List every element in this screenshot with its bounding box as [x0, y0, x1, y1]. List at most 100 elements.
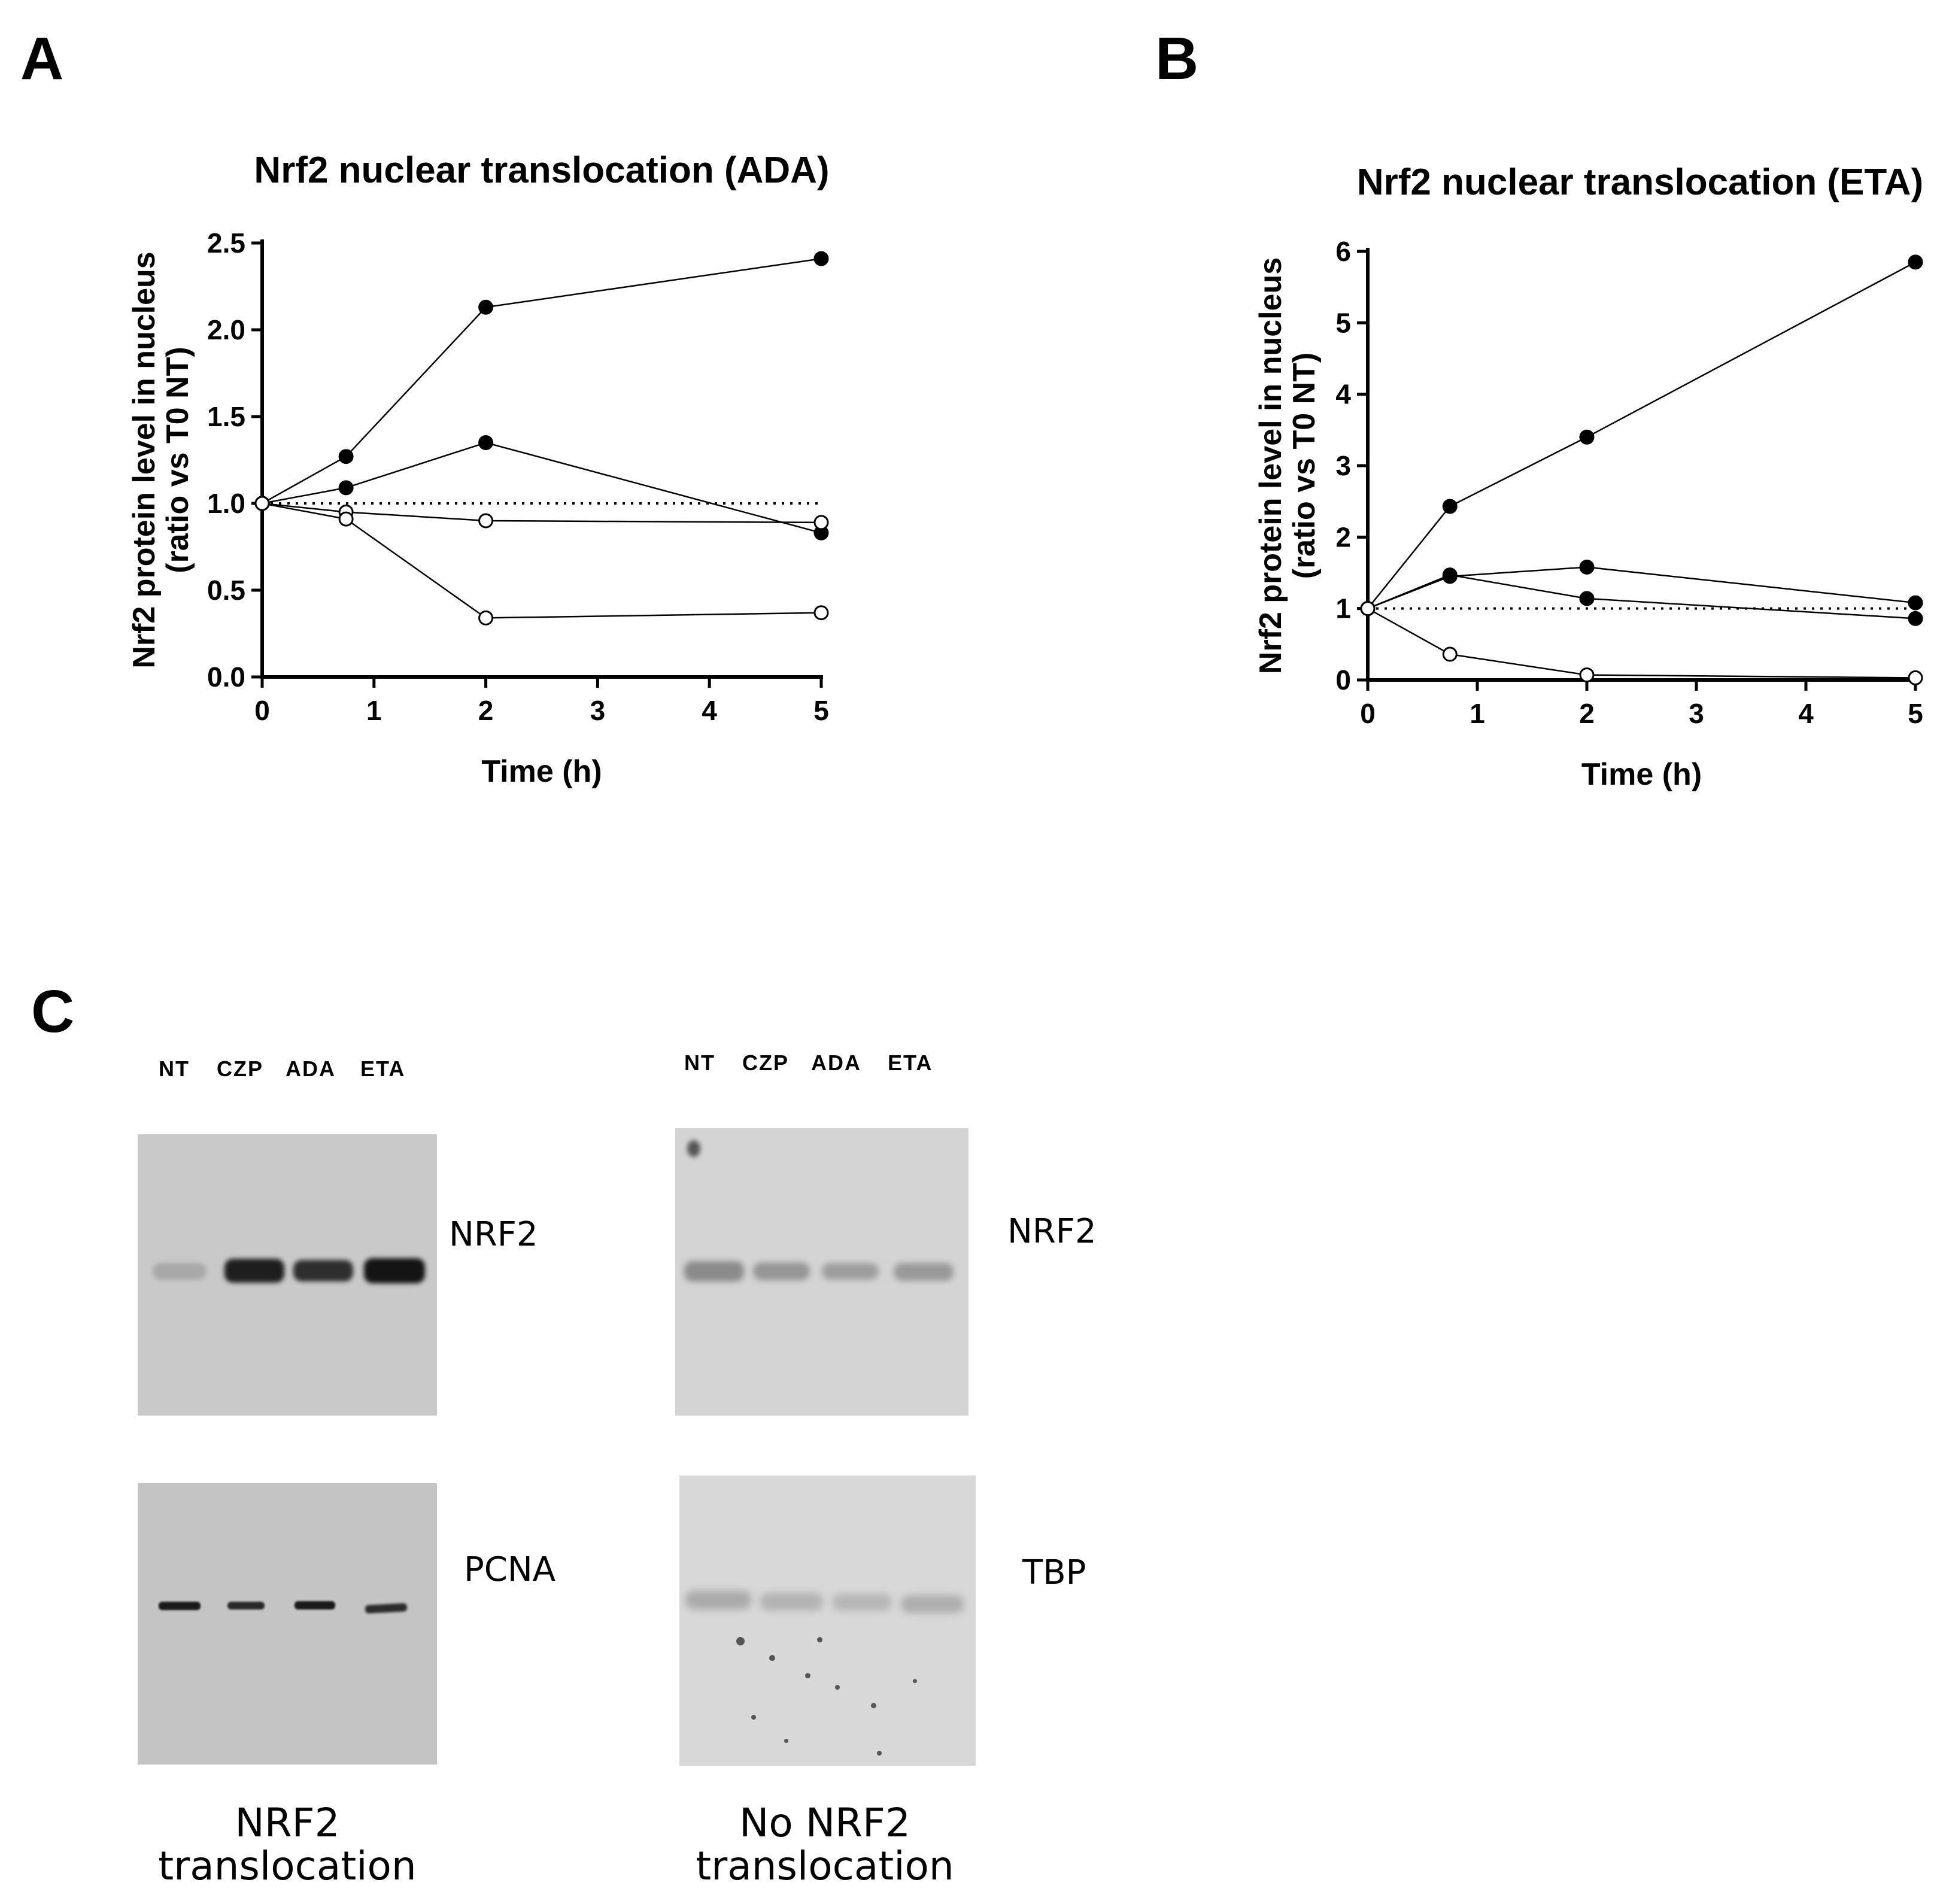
series-line	[262, 257, 822, 505]
caption-nrf2-translocation: NRF2 translocation	[138, 1802, 437, 1888]
series-line	[262, 502, 822, 619]
blot-band	[832, 1594, 892, 1611]
blot-band	[822, 1263, 879, 1280]
data-point	[1908, 595, 1923, 611]
data-point	[478, 513, 494, 529]
y-tick-label: 1	[1335, 593, 1351, 624]
blot-band	[227, 1602, 265, 1610]
lane-labels-right: NT CZP ADA ETA	[0, 1050, 1018, 1080]
x-axis-label: Time (h)	[481, 754, 602, 789]
protein-label-nrf2: NRF2	[449, 1215, 538, 1254]
blot-band	[684, 1261, 744, 1282]
blot-band	[685, 1590, 751, 1610]
panel-letter-a: A	[20, 25, 64, 92]
series-line	[262, 442, 822, 534]
lane-labels-left: NT CZP ADA ETA	[0, 1056, 479, 1086]
blot-speck	[784, 1739, 788, 1743]
blot-nrf2-translocation	[138, 1134, 437, 1416]
blot-speck	[877, 1751, 882, 1756]
blot-band	[159, 1602, 201, 1610]
caption-line: translocation	[696, 1843, 954, 1889]
x-tick-label: 5	[1908, 698, 1923, 729]
y-tick-label: 1.5	[207, 401, 245, 432]
y-tick-label: 2.5	[207, 227, 245, 259]
y-tick-label: 5	[1335, 307, 1351, 338]
blot-speck	[769, 1655, 775, 1661]
data-point	[813, 251, 829, 266]
y-axis-label: (ratio vs T0 NT)	[1287, 353, 1322, 579]
x-tick-label: 3	[590, 695, 606, 726]
blot-band	[901, 1595, 964, 1613]
blot-speck	[835, 1685, 840, 1690]
panel-letter-c: C	[31, 978, 75, 1045]
protein-label-nrf2: NRF2	[1007, 1212, 1097, 1251]
caption-no-nrf2-translocation: No NRF2 translocation	[675, 1802, 974, 1888]
x-tick-label: 2	[478, 695, 494, 726]
data-point	[1442, 567, 1458, 583]
x-tick-label: 3	[1689, 698, 1704, 729]
lane-label: CZP	[217, 1056, 263, 1081]
chart-title: Nrf2 nuclear translocation (ADA)	[254, 150, 829, 191]
blot-band	[295, 1601, 335, 1610]
series-line	[1367, 261, 1916, 609]
blot-band	[153, 1263, 207, 1280]
blot-band	[753, 1262, 810, 1280]
blot-band	[365, 1603, 408, 1614]
y-axis-label: Nrf2 protein level in nucleus	[1253, 257, 1288, 674]
blot-speck	[687, 1140, 700, 1157]
data-point	[1442, 499, 1458, 514]
y-tick-label: 0.0	[207, 661, 245, 693]
blot-speck	[751, 1715, 756, 1720]
x-tick-label: 4	[702, 695, 717, 726]
blot-speck	[913, 1679, 917, 1683]
data-point	[1579, 591, 1595, 606]
x-tick-label: 5	[813, 695, 829, 726]
data-point	[1360, 601, 1376, 617]
y-tick-label: 2.0	[207, 314, 245, 345]
lane-label: ADA	[811, 1050, 861, 1075]
y-tick-label: 0	[1335, 664, 1351, 696]
x-tick-label: 2	[1579, 698, 1595, 729]
data-point	[1579, 559, 1595, 575]
data-point	[1908, 670, 1923, 685]
blot-pcna	[138, 1483, 437, 1765]
data-point	[1442, 646, 1458, 662]
x-tick-label: 1	[1470, 698, 1485, 729]
caption-line: NRF2	[235, 1800, 340, 1846]
panel-letter-b: B	[1155, 25, 1199, 92]
data-point	[813, 605, 829, 621]
data-point	[1908, 254, 1923, 270]
data-point	[338, 449, 354, 464]
y-axis-label: Nrf2 protein level in nucleus	[127, 251, 162, 668]
series-line	[1367, 608, 1916, 679]
x-tick-label: 0	[1360, 698, 1376, 729]
data-point	[338, 511, 354, 527]
blot-band	[364, 1258, 425, 1283]
protein-label-tbp: TBP	[1022, 1553, 1086, 1592]
data-point	[478, 435, 494, 450]
data-point	[478, 299, 494, 315]
x-tick-label: 1	[366, 695, 382, 726]
chart-ada: Nrf2 nuclear translocation (ADA) Nrf2 pro…	[127, 150, 830, 789]
data-point	[1579, 667, 1595, 683]
blot-band	[760, 1593, 823, 1611]
x-tick-label: 4	[1798, 698, 1814, 729]
lane-label: CZP	[742, 1050, 789, 1075]
series-line	[1367, 574, 1916, 620]
protein-label-pcna: PCNA	[464, 1550, 556, 1589]
y-tick-label: 0.5	[207, 575, 245, 606]
y-tick-label: 2	[1335, 521, 1351, 552]
blot-band	[894, 1263, 954, 1281]
blot-band	[224, 1259, 284, 1283]
blot-speck	[736, 1637, 745, 1645]
chart-eta: Nrf2 nuclear translocation (ETA) Nrf2 pro…	[1253, 162, 1923, 792]
data-point	[478, 610, 494, 625]
caption-line: No NRF2	[739, 1800, 910, 1846]
y-tick-label: 6	[1335, 236, 1351, 267]
data-point	[813, 515, 829, 530]
lane-label: ETA	[360, 1056, 406, 1081]
data-point	[1579, 429, 1595, 445]
y-axis-label: (ratio vs T0 NT)	[160, 347, 195, 573]
blot-no-nrf2-translocation	[675, 1128, 969, 1416]
lane-label: NT	[159, 1056, 190, 1081]
